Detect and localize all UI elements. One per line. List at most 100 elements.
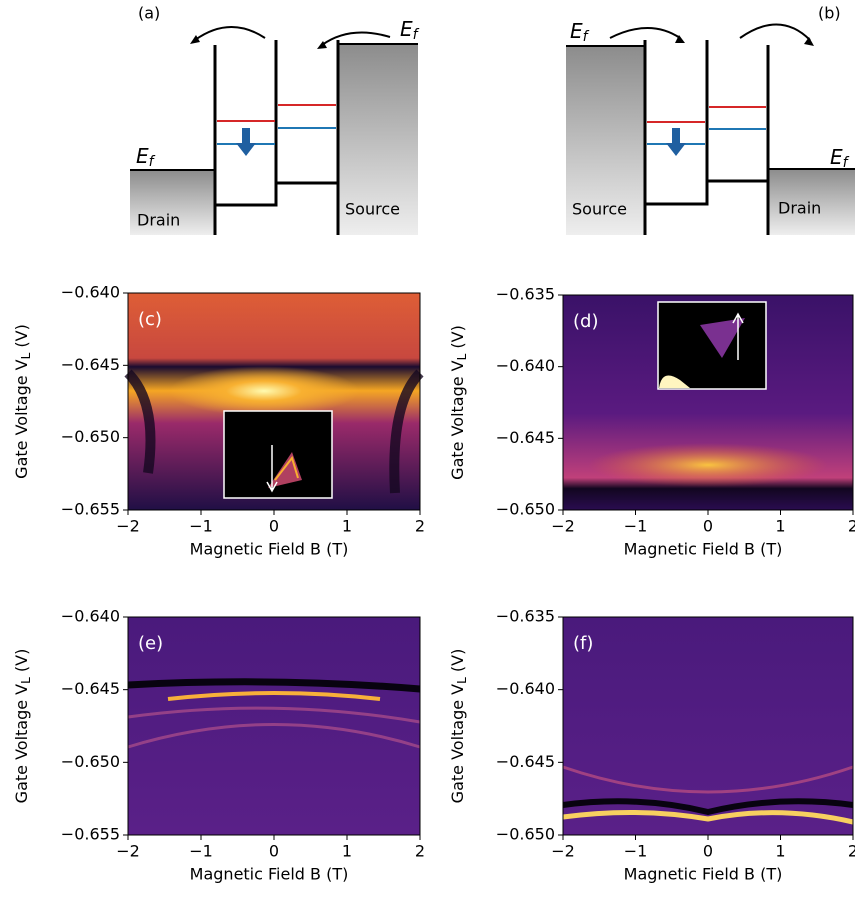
source-label: Source [572,200,627,219]
y-tick-label: −0.635 [496,285,555,304]
y-tick-label: −0.640 [496,356,555,375]
fermi-sub: f [413,27,420,43]
plot: −2 −1 0 1 2 −0.635 −0.640 −0.645 −0.650 (f) Magnet… [448,607,855,884]
x-tick-label: 0 [269,517,279,536]
y-axis-label: Gate Voltage VL (V) [12,324,33,479]
x-tick-label: 1 [342,517,352,536]
inset-feature [659,375,690,388]
y-axis-label: Gate Voltage VL (V) [448,325,469,480]
panel-label: (d) [573,311,598,332]
x-tick-label: 0 [703,517,713,536]
x-tick-label: 2 [415,842,425,861]
x-tick-label: 2 [848,517,855,536]
y-axis-label: Gate Voltage VL (V) [448,649,469,804]
inset-arrow [732,312,744,360]
heatmap-feature [127,678,421,693]
fermi-label: Ef [136,144,156,171]
panel-label: (c) [138,309,162,330]
fermi-sub: f [843,155,850,171]
y-tick-label: −0.650 [61,427,120,446]
heatmap-feature [562,798,854,816]
inset-feature [700,318,745,358]
x-tick-label: 0 [269,842,279,861]
y-tick-label: −0.650 [496,825,555,844]
x-axis-label: Magnetic Field B (T) [624,865,783,884]
x-tick-label: 1 [342,842,352,861]
y-axis-label-sub: L [19,677,33,684]
panel-label: (a) [138,4,160,23]
x-tick-label: 2 [848,842,855,861]
source-lead [566,46,645,235]
y-axis-label-main: Gate Voltage V [448,684,467,804]
heatmap-feature [167,691,381,701]
x-tick-label: 1 [775,842,785,861]
inset-feature [274,455,299,481]
y-axis-label-main: Gate Voltage V [448,360,467,480]
y-axis-label-main: Gate Voltage V [12,359,31,479]
x-tick-label: −1 [624,842,648,861]
x-tick-label: −2 [551,842,575,861]
y-tick-label: −0.640 [496,679,555,698]
fermi-label: Ef [400,17,420,44]
y-axis-label-sub: L [455,353,469,360]
x-tick-label: 0 [703,842,713,861]
heatmap-feature [562,765,854,794]
fermi: E [830,145,843,169]
source-label: Source [345,200,400,219]
x-tick-label: −1 [624,517,648,536]
x-axis-label: Magnetic Field B (T) [624,540,783,559]
x-axis-label: Magnetic Field B (T) [190,865,349,884]
x-tick-label: −2 [116,517,140,536]
y-tick-label: −0.645 [61,679,120,698]
x-axis-label: Magnetic Field B (T) [190,540,349,559]
plot: −2 −1 0 1 2 −0.640 −0.645 −0.650 −0.655 (c) Magnet… [12,283,426,559]
y-tick-label: −0.635 [496,607,555,626]
fermi: E [400,17,413,41]
source-lead [338,44,418,235]
y-tick-label: −0.645 [496,752,555,771]
y-axis-label-sub: L [19,352,33,359]
x-tick-label: −1 [189,517,213,536]
heatmap-feature [562,809,854,825]
drain-lead [130,170,215,235]
y-axis-label-main: Gate Voltage V [12,684,31,804]
x-tick-label: −2 [551,517,575,536]
plot: −2 −1 0 1 2 −0.640 −0.645 −0.650 −0.655 (e) Magnet… [12,607,426,884]
panel-label: (b) [818,4,841,23]
y-tick-label: −0.655 [61,500,120,519]
y-axis-label-unit: (V) [448,325,467,354]
y-axis-label-sub: L [455,677,469,684]
drain-lead [768,169,855,235]
diagram-a: (a) Drain Source Ef Ef [130,4,420,235]
x-tick-label: −1 [189,842,213,861]
diagram-b: (b) Source Drain Ef Ef [566,4,855,235]
panel-label: (e) [138,633,163,654]
y-tick-label: −0.645 [61,355,120,374]
fermi-label: Ef [830,145,850,172]
fermi: E [136,144,149,168]
fermi-label: Ef [570,19,590,46]
y-tick-label: −0.655 [61,825,120,844]
inset [657,301,767,390]
heatmap-feature [124,369,424,494]
heatmap-glow [169,366,359,416]
inset-arrow [266,445,278,493]
x-tick-label: 2 [415,517,425,536]
y-axis-label: Gate Voltage VL (V) [12,649,33,804]
y-tick-label: −0.640 [61,283,120,302]
plots: −2 −1 0 1 2 −0.640 −0.645 −0.650 −0.655 (c) Magnet… [12,283,855,884]
drain-label: Drain [137,211,180,230]
y-axis-label-unit: (V) [12,649,31,678]
y-tick-label: −0.650 [496,500,555,519]
heatmap-feature [127,706,421,749]
fermi-sub: f [583,29,590,45]
panel-label: (f) [573,633,593,654]
fermi: E [570,19,583,43]
plot: −2 −1 0 1 2 −0.635 −0.640 −0.645 −0.650 (d) Magnet… [448,285,855,559]
fermi-sub: f [149,154,156,170]
y-axis-label-unit: (V) [448,649,467,678]
y-tick-label: −0.645 [496,428,555,447]
x-tick-label: −2 [116,842,140,861]
drain-label: Drain [778,199,821,218]
